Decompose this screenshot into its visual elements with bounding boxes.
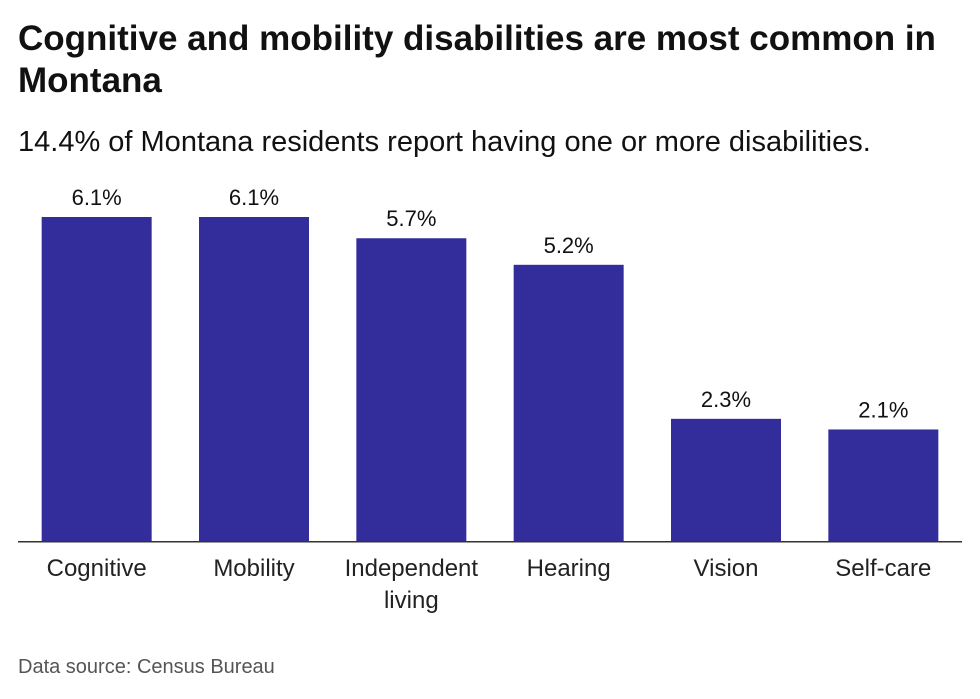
category-label-mobility: Mobility	[213, 555, 294, 582]
bar-self-care	[828, 429, 939, 541]
value-label-independent-living: 5.7%	[386, 206, 436, 231]
chart-subtitle: 14.4% of Montana residents report having…	[18, 126, 871, 158]
category-label-independent-living: Independent living	[345, 555, 479, 614]
category-labels-group: Cognitive Mobility Independent living Hearin…	[47, 555, 932, 614]
bars-group	[41, 217, 939, 541]
category-label-cognitive: Cognitive	[47, 555, 147, 582]
category-label-vision: Vision	[694, 555, 759, 582]
value-label-hearing: 5.2%	[544, 233, 594, 258]
value-label-self-care: 2.1%	[858, 397, 908, 422]
value-labels-group: 6.1% 6.1% 5.7% 5.2% 2.3% 2.1%	[72, 185, 909, 422]
value-label-mobility: 6.1%	[229, 185, 279, 210]
value-label-cognitive: 6.1%	[72, 185, 122, 210]
bar-vision	[671, 418, 781, 541]
category-label-self-care: Self-care	[835, 555, 931, 582]
bar-hearing	[513, 264, 624, 541]
bar-independent-living	[356, 238, 467, 541]
data-source-note: Data source: Census Bureau	[18, 656, 275, 678]
category-label-hearing: Hearing	[527, 555, 611, 582]
chart-title: Cognitive and mobility disabilities are …	[18, 19, 936, 100]
bar-mobility	[199, 217, 309, 541]
value-label-vision: 2.3%	[701, 387, 751, 412]
bar-cognitive	[41, 217, 152, 541]
